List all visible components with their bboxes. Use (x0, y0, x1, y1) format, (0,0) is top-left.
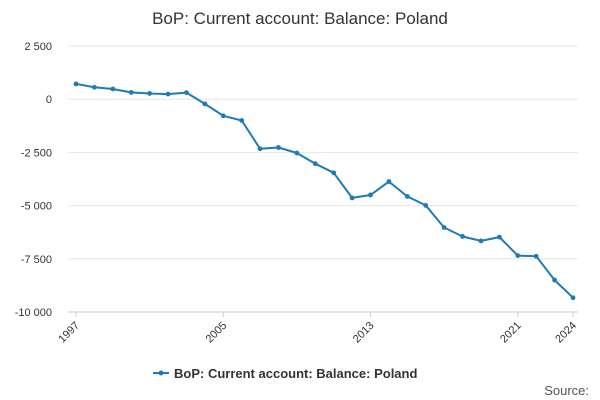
x-axis-ticks: 1997 2005 2013 2021 2024 (56, 312, 579, 345)
data-point[interactable] (331, 170, 337, 176)
data-point[interactable] (460, 234, 465, 239)
x-tick-label: 1997 (56, 320, 82, 346)
data-point[interactable] (202, 101, 208, 107)
data-point[interactable] (386, 179, 392, 184)
data-point[interactable] (294, 150, 300, 156)
data-point[interactable] (165, 91, 171, 97)
x-tick-label: 2024 (553, 320, 579, 346)
legend-swatch-marker (158, 370, 164, 376)
data-point[interactable] (147, 91, 153, 96)
source-label: Source: (544, 383, 589, 398)
series-layer (73, 81, 576, 301)
data-point[interactable] (478, 238, 484, 244)
y-tick-label: -5 000 (21, 201, 52, 213)
data-point[interactable] (220, 113, 226, 119)
data-point[interactable] (349, 195, 355, 201)
data-point[interactable] (92, 84, 97, 90)
data-point[interactable] (533, 253, 539, 259)
y-tick-label: 0 (46, 94, 52, 106)
series-line (75, 82, 574, 299)
data-point[interactable] (276, 145, 281, 150)
data-point[interactable] (552, 277, 557, 283)
gridlines (68, 45, 578, 260)
legend[interactable]: BoP: Current account: Balance: Poland (153, 366, 417, 381)
x-tick-label: 2021 (498, 320, 524, 346)
data-point[interactable] (368, 192, 373, 198)
data-point[interactable] (423, 202, 429, 208)
y-tick-label: 2 500 (24, 41, 52, 53)
data-point[interactable] (257, 146, 263, 152)
data-point[interactable] (404, 194, 410, 199)
data-point[interactable] (73, 81, 79, 87)
data-point[interactable] (515, 253, 521, 259)
data-point[interactable] (128, 89, 134, 95)
y-tick-label: -7 500 (21, 254, 52, 266)
legend-label: BoP: Current account: Balance: Poland (174, 366, 417, 381)
data-point[interactable] (239, 118, 245, 123)
data-point[interactable] (110, 86, 116, 92)
x-tick-label: 2005 (204, 320, 230, 346)
y-tick-label: -10 000 (15, 307, 52, 319)
data-point[interactable] (312, 161, 318, 167)
data-point[interactable] (570, 295, 576, 301)
y-axis-ticks: 2 500 0 -2 500 -5 000 -7 500 -10 000 (15, 41, 52, 319)
data-point[interactable] (184, 90, 189, 96)
data-point[interactable] (496, 234, 502, 240)
x-tick-label: 2013 (351, 320, 377, 346)
chart-title: BoP: Current account: Balance: Poland (152, 9, 448, 28)
data-point[interactable] (441, 225, 447, 230)
y-tick-label: -2 500 (21, 147, 52, 159)
